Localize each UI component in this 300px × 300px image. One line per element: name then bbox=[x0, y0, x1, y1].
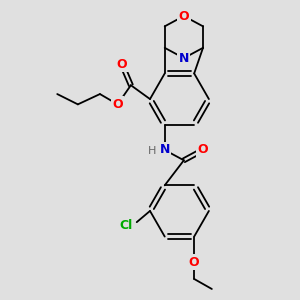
Text: O: O bbox=[117, 58, 127, 71]
Text: O: O bbox=[189, 256, 200, 269]
Text: H: H bbox=[148, 146, 157, 157]
Text: O: O bbox=[112, 98, 123, 111]
Text: O: O bbox=[198, 143, 208, 157]
Text: O: O bbox=[178, 10, 189, 22]
Text: Cl: Cl bbox=[120, 219, 133, 232]
Text: N: N bbox=[160, 143, 170, 157]
Text: N: N bbox=[179, 52, 189, 64]
